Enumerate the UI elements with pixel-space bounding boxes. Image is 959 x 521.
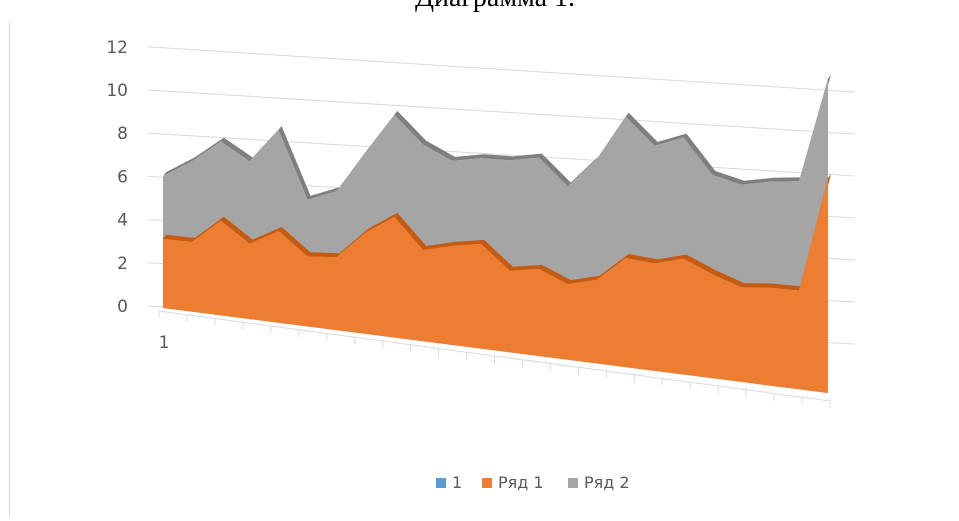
legend-item: 1 — [436, 473, 462, 492]
axes: 0 2 4 6 8 10 12 1 — [106, 38, 831, 408]
legend-swatch — [482, 478, 492, 488]
legend-item: Ряд 1 — [482, 473, 544, 492]
series-row-1 — [163, 174, 831, 393]
y-tick-label: 6 — [117, 167, 128, 187]
y-tick-label: 8 — [117, 124, 128, 144]
x-tick-label: 1 — [159, 333, 170, 353]
gridline — [147, 132, 856, 177]
gridline — [147, 46, 856, 93]
legend: 1 Ряд 1 Ряд 2 — [436, 473, 630, 492]
gridline — [147, 89, 856, 135]
area-fill — [163, 178, 828, 393]
y-tick-label: 10 — [106, 81, 128, 101]
chart-frame-edge — [9, 22, 10, 516]
legend-label: Ряд 2 — [584, 473, 630, 492]
legend-item: Ряд 2 — [568, 473, 630, 492]
y-tick-label: 4 — [117, 211, 128, 231]
y-tick-label: 12 — [106, 38, 128, 58]
chart-title: Диаграмма 1. — [415, 0, 575, 13]
legend-label: Ряд 1 — [498, 473, 544, 492]
y-tick-label: 2 — [117, 254, 128, 274]
legend-label: 1 — [452, 473, 462, 492]
legend-swatch — [436, 478, 446, 488]
y-tick-label: 0 — [117, 297, 128, 317]
plot-area — [163, 74, 831, 393]
area-ridge — [163, 174, 831, 291]
legend-swatch — [568, 478, 578, 488]
